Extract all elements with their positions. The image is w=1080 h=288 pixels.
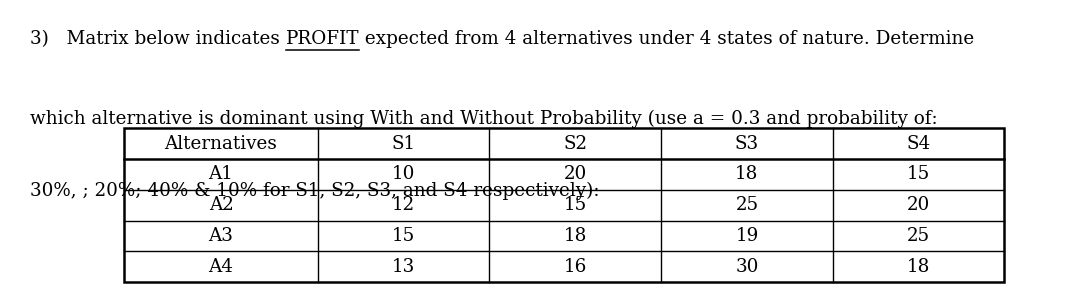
Text: S3: S3 [734,134,759,153]
Text: 12: 12 [392,196,415,214]
Text: 20: 20 [907,196,930,214]
Text: A1: A1 [208,165,233,183]
Text: PROFIT: PROFIT [286,30,360,48]
Text: 18: 18 [735,165,758,183]
Text: S1: S1 [392,134,416,153]
Text: 19: 19 [735,227,758,245]
Text: Alternatives: Alternatives [164,134,278,153]
Text: A2: A2 [208,196,233,214]
Text: 20: 20 [564,165,586,183]
Text: 25: 25 [735,196,758,214]
Text: 3)   Matrix below indicates: 3) Matrix below indicates [30,30,286,48]
Text: 30%, ; 20%; 40% & 10% for S1, S2, S3, and S4 respectively):: 30%, ; 20%; 40% & 10% for S1, S2, S3, an… [30,181,599,200]
Text: 15: 15 [392,227,416,245]
Text: expected from 4 alternatives under 4 states of nature. Determine: expected from 4 alternatives under 4 sta… [360,30,975,48]
Text: 18: 18 [564,227,588,245]
Text: 25: 25 [907,227,930,245]
Text: 18: 18 [907,258,930,276]
Text: 30: 30 [735,258,758,276]
Text: A4: A4 [208,258,233,276]
Text: 15: 15 [907,165,930,183]
Text: S4: S4 [906,134,931,153]
Text: 15: 15 [564,196,586,214]
Text: 13: 13 [392,258,416,276]
Text: 16: 16 [564,258,588,276]
Text: S2: S2 [564,134,588,153]
Text: 10: 10 [392,165,416,183]
Text: which alternative is dominant using With and Without Probability (use a = 0.3 an: which alternative is dominant using With… [30,109,937,128]
Text: A3: A3 [208,227,233,245]
